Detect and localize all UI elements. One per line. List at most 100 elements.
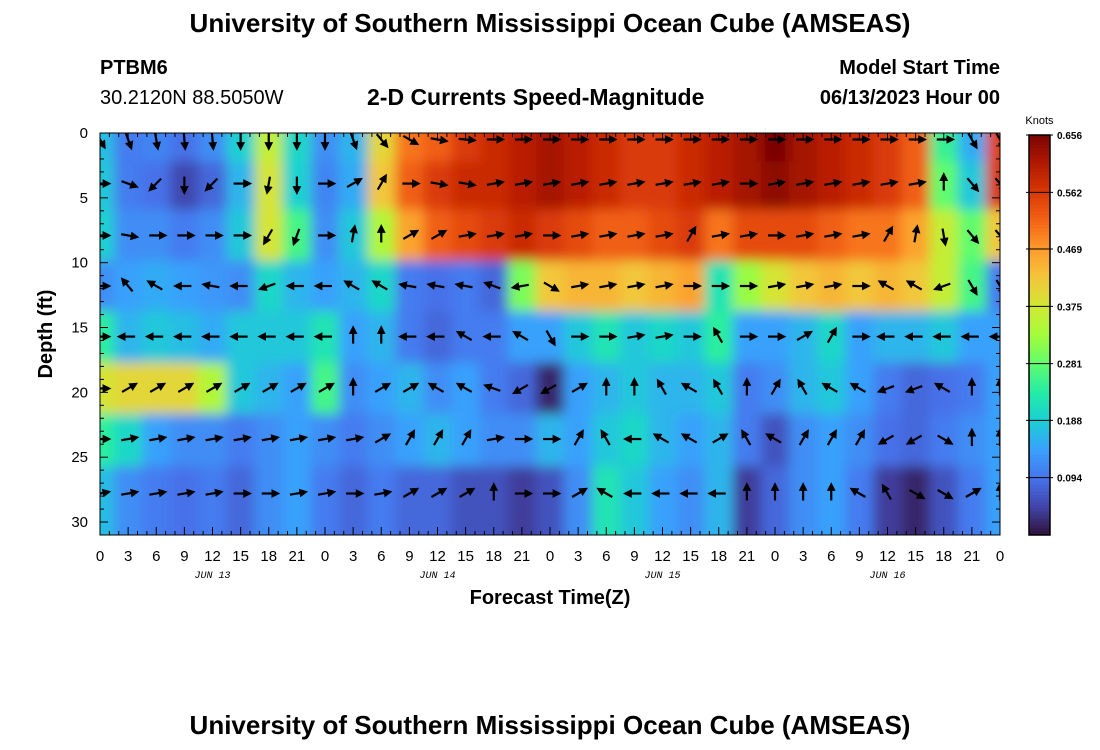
current-arrow xyxy=(100,137,106,150)
x-tick-label: 3 xyxy=(349,548,357,565)
heatmap-cell xyxy=(592,466,621,535)
heatmap-cell xyxy=(198,466,228,535)
colorbar-segment xyxy=(1029,255,1050,259)
current-arrow xyxy=(683,178,702,188)
colorbar-segment xyxy=(1029,185,1050,189)
colorbar-segment xyxy=(1029,411,1050,416)
colorbar-segment xyxy=(1029,331,1050,336)
current-arrow xyxy=(149,382,167,393)
current-arrow xyxy=(483,280,501,290)
current-arrow xyxy=(205,488,224,498)
current-arrow xyxy=(599,281,618,290)
current-arrow xyxy=(627,281,646,290)
heatmap-cell xyxy=(985,413,1000,467)
current-arrow xyxy=(317,488,337,498)
x-tick-label: 18 xyxy=(710,548,727,565)
heatmap-cell xyxy=(254,466,284,535)
x-tick-label: 15 xyxy=(232,548,249,565)
heatmap-cell xyxy=(845,466,875,535)
heatmap-cell xyxy=(901,466,931,535)
current-arrow xyxy=(994,229,1000,245)
y-tick-label: 20 xyxy=(71,384,88,401)
current-arrow xyxy=(290,382,307,393)
heatmap-cell xyxy=(845,161,875,211)
current-arrow xyxy=(680,433,698,444)
current-arrow xyxy=(911,224,921,243)
heatmap-cell xyxy=(507,413,537,467)
heatmap-cell xyxy=(142,413,171,467)
heatmap-cell xyxy=(198,413,228,467)
colorbar-segment xyxy=(1029,198,1050,203)
colorbar-segment xyxy=(1029,471,1050,476)
current-arrow xyxy=(402,229,420,240)
colorbar-segment xyxy=(1029,231,1050,236)
heatmap-cell xyxy=(226,466,256,535)
colorbar-segment xyxy=(1029,485,1050,489)
current-arrow xyxy=(571,382,588,393)
current-arrow xyxy=(318,382,335,393)
current-arrow xyxy=(201,281,220,290)
heatmap-cell xyxy=(254,413,284,467)
x-tick-label: 12 xyxy=(204,548,221,565)
colorbar-segment xyxy=(1029,311,1050,316)
current-arrow xyxy=(767,281,787,290)
current-arrow xyxy=(798,429,809,446)
heatmap-cell xyxy=(282,413,312,467)
current-arrow xyxy=(514,230,534,240)
colorbar-segment xyxy=(1029,308,1050,313)
current-arrow xyxy=(796,230,815,240)
heatmap-cell xyxy=(367,466,396,535)
x-tick-label: 18 xyxy=(935,548,952,565)
colorbar-segment xyxy=(1029,491,1050,496)
colorbar-segment xyxy=(1029,251,1050,256)
colorbar-segment xyxy=(1029,338,1050,343)
colorbar-segment xyxy=(1029,478,1050,483)
colorbar-segment xyxy=(1029,145,1050,149)
current-arrow xyxy=(459,487,476,498)
heatmap-cell xyxy=(985,133,1000,163)
heatmap-cell xyxy=(592,161,621,211)
current-arrow xyxy=(233,434,252,443)
current-arrow xyxy=(711,178,730,188)
heatmap-cell xyxy=(957,466,987,535)
current-arrow xyxy=(905,280,923,291)
colorbar-segment xyxy=(1029,151,1050,156)
current-arrow xyxy=(514,178,534,188)
current-arrow xyxy=(404,429,416,446)
colorbar-segment xyxy=(1029,285,1050,289)
heatmap-cell xyxy=(704,466,734,535)
current-arrow xyxy=(205,434,224,443)
current-arrow xyxy=(427,382,445,393)
x-tick-label: 9 xyxy=(180,548,188,565)
x-tick-label: 21 xyxy=(739,548,756,565)
colorbar-segment xyxy=(1029,378,1050,383)
heatmap-cell xyxy=(535,161,565,211)
current-arrow xyxy=(824,230,843,240)
colorbar-segment xyxy=(1029,398,1050,403)
current-arrow xyxy=(770,378,781,396)
current-arrow xyxy=(343,280,360,291)
colorbar-segment xyxy=(1029,458,1050,463)
colorbar-segment xyxy=(1029,465,1050,469)
heatmap-cell xyxy=(339,466,368,535)
colorbar-segment xyxy=(1029,531,1050,536)
current-vectors xyxy=(100,133,1000,501)
day-label: JUN 16 xyxy=(869,571,905,582)
heatmap-cell xyxy=(817,466,846,535)
current-arrow xyxy=(100,488,112,498)
colorbar-segment xyxy=(1029,391,1050,396)
colorbar-segment xyxy=(1029,171,1050,176)
colorbar-segment xyxy=(1029,448,1050,453)
current-arrow xyxy=(146,280,163,291)
current-arrow xyxy=(821,382,838,393)
current-arrow xyxy=(261,434,280,443)
y-tick-label: 10 xyxy=(71,255,88,272)
x-tick-label: 0 xyxy=(321,548,329,565)
colorbar-segment xyxy=(1029,148,1050,153)
heatmap-cell xyxy=(395,466,425,535)
current-arrow xyxy=(877,434,895,445)
x-tick-label: 18 xyxy=(260,548,277,565)
current-arrow xyxy=(455,382,473,393)
model-start-value: 06/13/2023 Hour 00 xyxy=(819,87,1000,109)
current-arrow xyxy=(573,429,584,446)
